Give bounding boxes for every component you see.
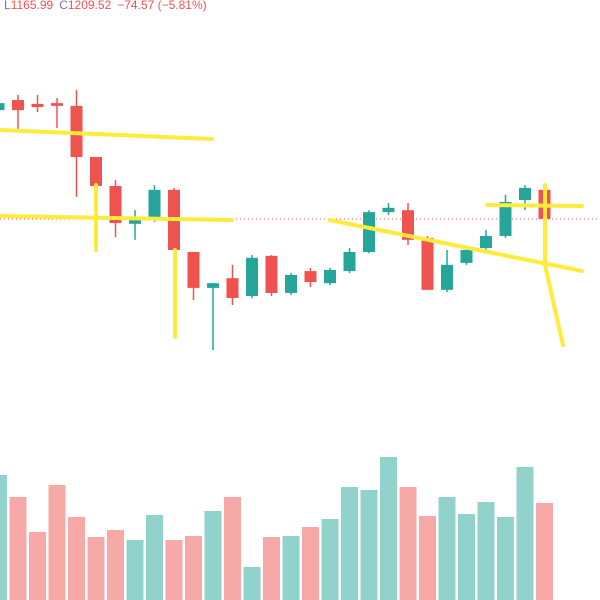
volume-bar: [341, 487, 358, 600]
candle-body: [519, 187, 531, 200]
candle-body: [480, 235, 492, 249]
header-change: −74.57 (−5.81%): [117, 0, 206, 12]
volume-bar: [185, 536, 202, 600]
candle-body: [441, 264, 453, 290]
candle-body: [363, 212, 375, 252]
volume-bar: [438, 497, 456, 600]
candle-body: [31, 103, 44, 108]
header-label: L: [4, 0, 11, 12]
volume-bar: [458, 514, 475, 600]
candle-body: [304, 271, 317, 283]
volume-bar: [321, 519, 339, 600]
candle-body: [499, 201, 512, 236]
candle-body: [324, 269, 336, 284]
candle-body: [148, 189, 161, 218]
candle-body: [246, 257, 258, 297]
volume-bar: [419, 516, 436, 600]
volume-bar: [0, 475, 7, 600]
volume-bar: [87, 537, 105, 600]
trend-line: [543, 183, 565, 347]
volume-pane: [0, 457, 553, 600]
volume-bar: [536, 503, 553, 600]
candle-body: [129, 217, 141, 224]
header-label: C: [59, 0, 68, 12]
candle-body: [460, 250, 473, 263]
volume-bar: [282, 536, 300, 600]
volume-bar: [204, 511, 222, 600]
candle-body: [12, 100, 24, 111]
candle-body: [343, 251, 356, 272]
volume-bar: [126, 540, 144, 600]
candle-body: [402, 210, 414, 240]
candles: [0, 89, 600, 350]
candle-body: [187, 251, 200, 288]
volume-bar: [302, 527, 319, 600]
candle-body: [382, 207, 395, 213]
candle-body: [109, 185, 122, 224]
ohlc-header: L1165.99 C1209.52 −74.57 (−5.81%): [4, 0, 207, 12]
candle-body: [207, 283, 219, 288]
trend-line: [0, 214, 234, 222]
volume-bar: [477, 502, 495, 600]
volume-bar: [516, 467, 534, 600]
volume-bar: [360, 490, 378, 600]
trend-line: [0, 128, 214, 141]
volume-bar: [165, 540, 183, 600]
volume-bar: [29, 532, 46, 600]
candle-body: [51, 103, 63, 106]
candle-body: [285, 275, 297, 293]
candle-body: [421, 237, 434, 290]
volume-bar: [399, 487, 417, 600]
volume-bar: [146, 515, 163, 600]
candle-body: [0, 103, 5, 111]
volume-bar: [107, 530, 124, 600]
volume-bar: [68, 517, 85, 600]
header-value: 1209.52: [68, 0, 112, 12]
candle-body: [226, 278, 239, 299]
volume-bar: [380, 457, 397, 600]
volume-bar: [48, 485, 66, 600]
volume-bar: [224, 497, 241, 600]
volume-bar: [9, 497, 27, 600]
candle-body: [265, 255, 278, 293]
volume-bar: [263, 537, 280, 600]
volume-bar: [497, 517, 514, 600]
trend-line: [485, 203, 584, 208]
trend-line: [328, 218, 584, 273]
candle-body: [90, 157, 102, 186]
header-value: 1165.99: [11, 0, 54, 12]
drawings: [0, 128, 584, 347]
volume-bar: [243, 567, 261, 600]
